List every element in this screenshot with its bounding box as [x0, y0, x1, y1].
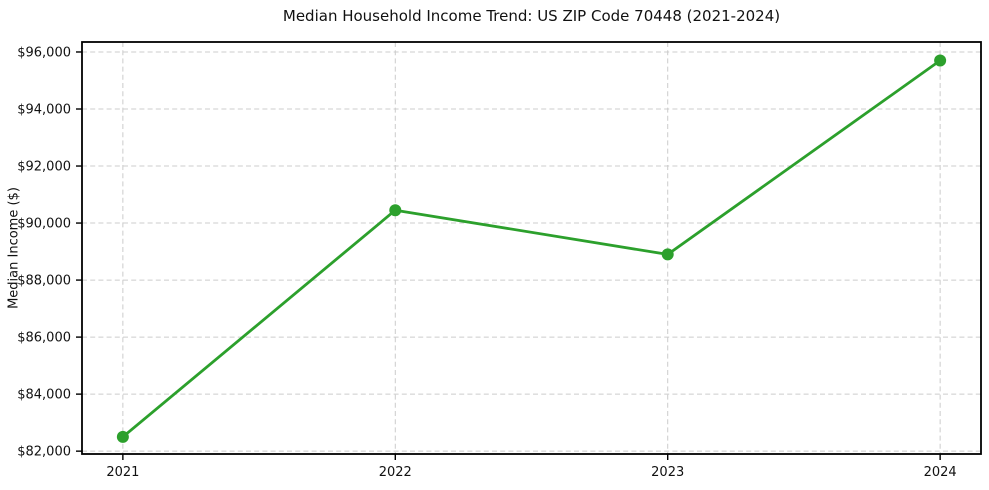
y-tick-label: $94,000	[17, 103, 71, 118]
data-point-marker	[934, 54, 947, 67]
data-point-marker	[116, 430, 129, 443]
x-tick-label: 2023	[651, 465, 684, 480]
data-point-marker	[661, 248, 674, 261]
axes-box	[81, 41, 982, 455]
y-tick-label: $86,000	[17, 331, 71, 346]
y-tick-label: $96,000	[17, 45, 71, 60]
x-tick-label: 2021	[106, 465, 139, 480]
chart-title: Median Household Income Trend: US ZIP Co…	[282, 7, 781, 25]
data-point-marker	[389, 204, 402, 217]
x-tick-label: 2022	[379, 465, 412, 480]
trend-line	[121, 59, 941, 438]
y-tick-label: $84,000	[17, 388, 71, 403]
x-tick-label: 2024	[924, 465, 957, 480]
y-tick-label: $90,000	[17, 217, 71, 232]
y-tick-label: $82,000	[17, 445, 71, 460]
y-tick-label: $88,000	[17, 274, 71, 289]
y-tick-label: $92,000	[17, 160, 71, 175]
